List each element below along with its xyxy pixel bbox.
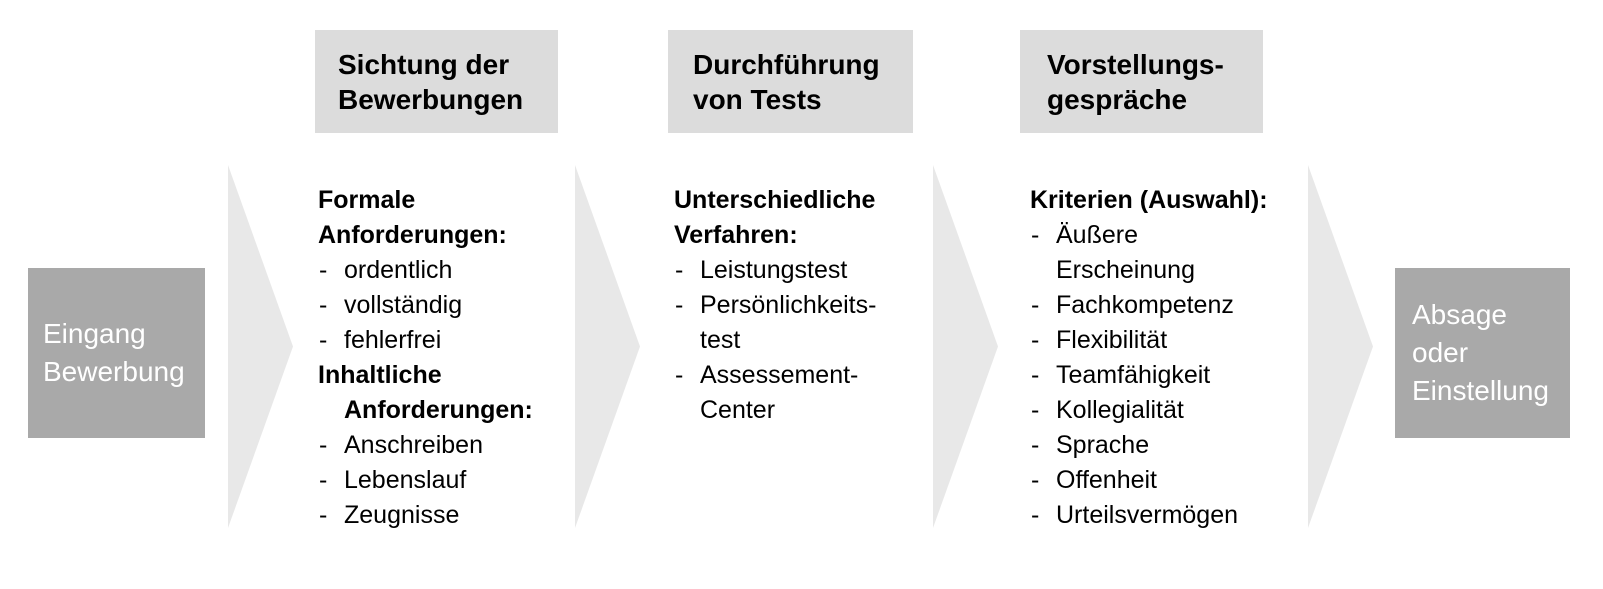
list-item: - Offenheit	[1030, 463, 1304, 498]
end-box: Absage oder Einstellung	[1395, 268, 1570, 438]
list-item: - Fachkompetenz	[1030, 288, 1304, 323]
stage-2-header-line-1: Durchführung	[693, 48, 880, 80]
start-box-line-1: Eingang	[43, 318, 146, 349]
dash-bullet-icon: -	[319, 291, 328, 319]
stage-1-heading-line: Formale	[318, 186, 416, 214]
list-item-text: vollständig	[344, 291, 463, 319]
list-item: - vollständig	[318, 288, 570, 323]
stage-2-header: Durchführung von Tests	[668, 30, 913, 133]
list-item: - Persönlichkeits-	[674, 288, 929, 323]
list-item-text: Leistungstest	[700, 256, 848, 284]
dash-bullet-icon: -	[319, 256, 328, 284]
list-item-text: fehlerfrei	[344, 326, 442, 354]
stage-2-content: Unterschiedliche Verfahren: - Leistungste…	[674, 183, 929, 428]
stage-1-header-line-2: Bewerbungen	[338, 83, 524, 115]
stage-2-heading-line: Verfahren:	[674, 221, 798, 249]
list-item: - Kollegialität	[1030, 393, 1304, 428]
end-box-line-2: oder	[1412, 337, 1469, 368]
dash-bullet-icon: -	[319, 501, 328, 529]
list-item: - Teamfähigkeit	[1030, 358, 1304, 393]
dash-bullet-icon: -	[675, 256, 684, 284]
list-item-text: Sprache	[1056, 431, 1150, 459]
list-item: - Urteilsvermögen	[1030, 498, 1304, 533]
list-item-text: Anschreiben	[344, 431, 483, 459]
start-box-line-2: Bewerbung	[43, 356, 185, 387]
stage-3-header: Vorstellungs- gespräche	[1020, 30, 1263, 133]
stage-1-heading-line: Inhaltliche	[318, 361, 442, 389]
stage-2-header-line-2: von Tests	[693, 83, 822, 115]
dash-bullet-icon: -	[1031, 221, 1040, 249]
stage-1-header: Sichtung der Bewerbungen	[315, 30, 558, 133]
list-item: - Äußere	[1030, 218, 1304, 253]
dash-bullet-icon: -	[1031, 326, 1040, 354]
stage-3-heading-line: Kriterien (Auswahl):	[1030, 186, 1268, 214]
stage-3-header-line-1: Vorstellungs-	[1047, 48, 1224, 80]
list-item-text: Teamfähigkeit	[1056, 361, 1211, 389]
list-item-continuation: test	[700, 326, 741, 354]
dash-bullet-icon: -	[1031, 466, 1040, 494]
dash-bullet-icon: -	[319, 431, 328, 459]
list-item: - Lebenslauf	[318, 463, 570, 498]
list-item-text: Lebenslauf	[344, 466, 467, 494]
list-item: - ordentlich	[318, 253, 570, 288]
stage-3-header-line-2: gespräche	[1047, 83, 1188, 115]
list-item: - Assessement-	[674, 358, 929, 393]
stage-2-heading-line: Unterschiedliche	[674, 186, 876, 214]
dash-bullet-icon: -	[319, 326, 328, 354]
start-box: Eingang Bewerbung	[28, 268, 205, 438]
dash-bullet-icon: -	[1031, 291, 1040, 319]
list-item: - Anschreiben	[318, 428, 570, 463]
list-item-text: Kollegialität	[1056, 396, 1184, 424]
list-item-text: Flexibilität	[1056, 326, 1168, 354]
list-item: - Sprache	[1030, 428, 1304, 463]
list-item-text: Urteilsvermögen	[1056, 501, 1239, 529]
dash-bullet-icon: -	[1031, 501, 1040, 529]
list-item-text: Äußere	[1056, 221, 1138, 249]
stage-1-content: Formale Anforderungen: - ordentlich - voll…	[318, 183, 570, 533]
stage-1-header-line-1: Sichtung der	[338, 48, 510, 80]
list-item-continuation: Center	[700, 396, 776, 424]
list-item: - Zeugnisse	[318, 498, 570, 533]
list-item-text: ordentlich	[344, 256, 453, 284]
stage-1-heading-line: Anforderungen:	[318, 221, 507, 249]
dash-bullet-icon: -	[675, 291, 684, 319]
dash-bullet-icon: -	[1031, 396, 1040, 424]
stage-3-content: Kriterien (Auswahl): - Äußere Erscheinung…	[1030, 183, 1304, 533]
list-item-continuation: Erscheinung	[1056, 256, 1195, 284]
end-box-line-3: Einstellung	[1412, 375, 1549, 406]
list-item-text: Fachkompetenz	[1056, 291, 1234, 319]
stage-1-heading-line: Anforderungen:	[344, 396, 533, 424]
flow-arrow-4-icon	[1308, 165, 1373, 528]
flow-arrow-1-icon	[228, 165, 293, 528]
dash-bullet-icon: -	[1031, 431, 1040, 459]
list-item-text: Assessement-	[700, 361, 859, 389]
list-item-text: Zeugnisse	[344, 501, 460, 529]
flow-arrow-2-icon	[575, 165, 640, 528]
list-item: - Leistungstest	[674, 253, 929, 288]
flow-arrow-3-icon	[933, 165, 998, 528]
end-box-line-1: Absage	[1412, 299, 1507, 330]
dash-bullet-icon: -	[319, 466, 328, 494]
list-item-text: Persönlichkeits-	[700, 291, 877, 319]
list-item: - fehlerfrei	[318, 323, 570, 358]
dash-bullet-icon: -	[675, 361, 684, 389]
list-item: - Flexibilität	[1030, 323, 1304, 358]
dash-bullet-icon: -	[1031, 361, 1040, 389]
list-item-text: Offenheit	[1056, 466, 1158, 494]
